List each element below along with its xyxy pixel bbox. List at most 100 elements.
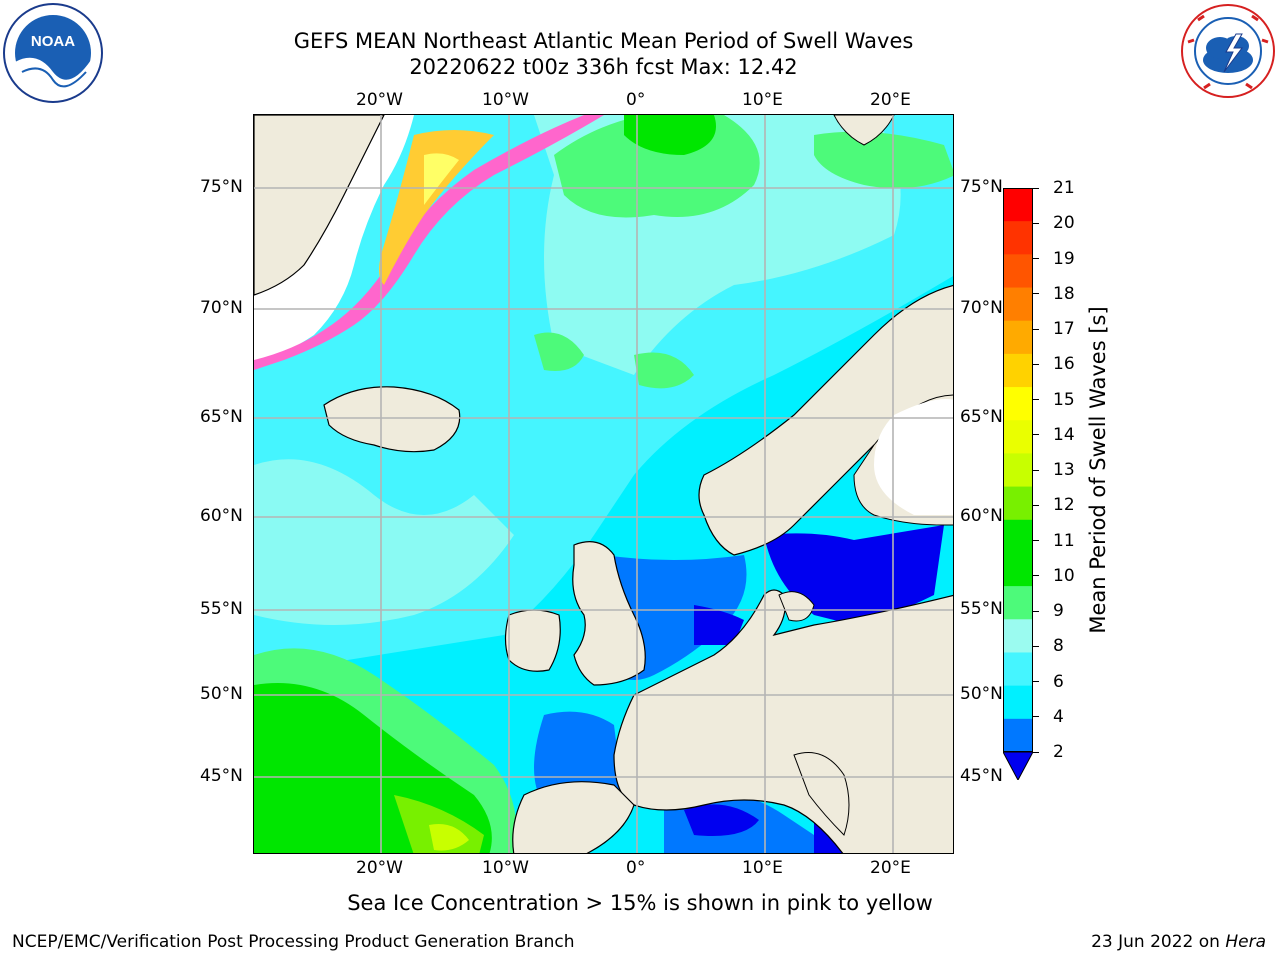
colorbar-tick-mark (1033, 716, 1039, 718)
colorbar (1003, 188, 1033, 752)
branch-credit: NCEP/EMC/Verification Post Processing Pr… (12, 932, 575, 952)
colorbar-segment (1003, 486, 1033, 521)
colorbar-title: Mean Period of Swell Waves [s] (1086, 306, 1110, 634)
land-svalbard (833, 115, 895, 146)
colorbar-segment (1003, 718, 1033, 752)
noaa-wordmark: NOAA (31, 33, 75, 50)
colorbar-segment (1003, 353, 1033, 388)
run-date: 23 Jun 2022 on Hera (1091, 932, 1266, 952)
colorbar-tick-label: 2 (1053, 742, 1064, 762)
colorbar-tick-mark (1033, 540, 1039, 541)
colorbar-extend-triangle (1003, 752, 1033, 780)
colorbar-tick-mark (1033, 399, 1039, 400)
colorbar-segment (1003, 519, 1033, 554)
colorbar-tick-label: 18 (1053, 283, 1075, 304)
lon-label-bottom-20w: 20°W (356, 858, 403, 878)
lat-label-left-75n: 75°N (200, 177, 243, 197)
colorbar-tick-mark (1033, 469, 1039, 471)
colorbar-tick-mark (1033, 187, 1039, 189)
lat-label-left-60n: 60°N (200, 506, 243, 526)
lon-label-bottom-10e: 10°E (742, 858, 783, 878)
colorbar-tick-label: 10 (1053, 565, 1075, 586)
sea-ice-high (379, 130, 494, 285)
colorbar-tick-label: 8 (1053, 636, 1064, 657)
land-iceland (323, 386, 461, 453)
lat-label-right-50n: 50°N (960, 684, 1003, 704)
colorbar-segment (1003, 619, 1033, 653)
colorbar-tick-label: 15 (1053, 389, 1075, 410)
colorbar-segment (1003, 552, 1033, 587)
colorbar-tick-mark (1033, 222, 1039, 224)
lon-label-bottom-0: 0° (626, 858, 646, 878)
lat-label-left-45n: 45°N (200, 766, 243, 786)
colorbar-segment (1003, 453, 1033, 488)
colorbar-tick-label: 4 (1053, 706, 1064, 727)
colorbar-tick-label: 21 (1053, 178, 1075, 198)
lat-label-left-70n: 70°N (200, 298, 243, 318)
colorbar-segment (1003, 221, 1033, 255)
lat-label-left-55n: 55°N (200, 599, 243, 619)
lon-label-top-20w: 20°W (356, 90, 403, 110)
colorbar-segment (1003, 387, 1033, 421)
swell-band-2-4-biscay (534, 711, 624, 805)
colorbar-tick-label: 20 (1053, 213, 1075, 234)
lon-label-top-20e: 20°E (870, 90, 911, 110)
colorbar-segment (1003, 188, 1033, 222)
lat-label-right-65n: 65°N (960, 407, 1003, 427)
run-date-text: 23 Jun 2022 on (1091, 932, 1226, 952)
map-canvas (254, 115, 953, 853)
swell-band-10-11-north (624, 115, 716, 155)
lon-label-bottom-20e: 20°E (870, 858, 911, 878)
colorbar-tick-mark (1033, 258, 1039, 259)
lat-label-right-45n: 45°N (960, 766, 1003, 786)
sea-ice-max (424, 153, 459, 205)
colorbar-tick-label: 16 (1053, 354, 1075, 375)
land-italy (793, 752, 850, 836)
land-norway (698, 284, 953, 556)
lat-label-right-70n: 70°N (960, 298, 1003, 318)
land-denmark (778, 591, 815, 622)
colorbar-segment (1003, 287, 1033, 322)
sea-ice-note: Sea Ice Concentration > 15% is shown in … (347, 891, 933, 915)
swell-band-8-9-mid (254, 459, 514, 625)
colorbar-tick-label: 19 (1053, 248, 1075, 269)
colorbar-segment (1003, 420, 1033, 454)
colorbar-segment (1003, 685, 1033, 720)
swell-max-patch (429, 824, 469, 851)
colorbar-tick-mark (1033, 610, 1039, 612)
lon-label-top-10e: 10°E (742, 90, 783, 110)
colorbar-tick-mark (1033, 293, 1039, 295)
colorbar-tick-mark (1033, 328, 1039, 330)
colorbar-tick-label: 17 (1053, 319, 1075, 339)
colorbar-segment (1003, 254, 1033, 289)
swell-patch-1 (534, 332, 584, 371)
lat-label-left-65n: 65°N (200, 407, 243, 427)
swell-band-9-10-barents (814, 131, 953, 189)
colorbar-tick-label: 9 (1053, 601, 1064, 621)
colorbar-tick-mark (1033, 363, 1039, 365)
machine-name: Hera (1225, 932, 1266, 952)
colorbar-tick-mark (1033, 575, 1039, 577)
lat-label-right-55n: 55°N (960, 599, 1003, 619)
land-iberia (512, 781, 635, 853)
colorbar-tick-label: 12 (1053, 495, 1075, 516)
colorbar-segment (1003, 320, 1033, 355)
colorbar-tick-label: 6 (1053, 671, 1064, 692)
graticule (254, 115, 953, 853)
colorbar-tick-label: 11 (1053, 530, 1075, 551)
nws-logo (1181, 4, 1275, 98)
lon-label-bottom-10w: 10°W (482, 858, 529, 878)
colorbar-segment (1003, 652, 1033, 687)
land-ireland (504, 609, 561, 672)
colorbar-tick-mark (1033, 751, 1039, 753)
map-panel (253, 114, 954, 854)
colorbar-tick-mark (1033, 681, 1039, 682)
colorbar-tick-label: 14 (1053, 424, 1075, 445)
swell-below-2-southern-northsea (694, 605, 744, 645)
swell-patch-2 (634, 352, 694, 389)
colorbar-tick-label: 13 (1053, 460, 1075, 480)
lat-label-left-50n: 50°N (200, 684, 243, 704)
lon-label-top-0: 0° (626, 90, 646, 110)
chart-subtitle: 20220622 t00z 336h fcst Max: 12.42 (409, 55, 798, 79)
swell-below-2-med (684, 804, 759, 836)
